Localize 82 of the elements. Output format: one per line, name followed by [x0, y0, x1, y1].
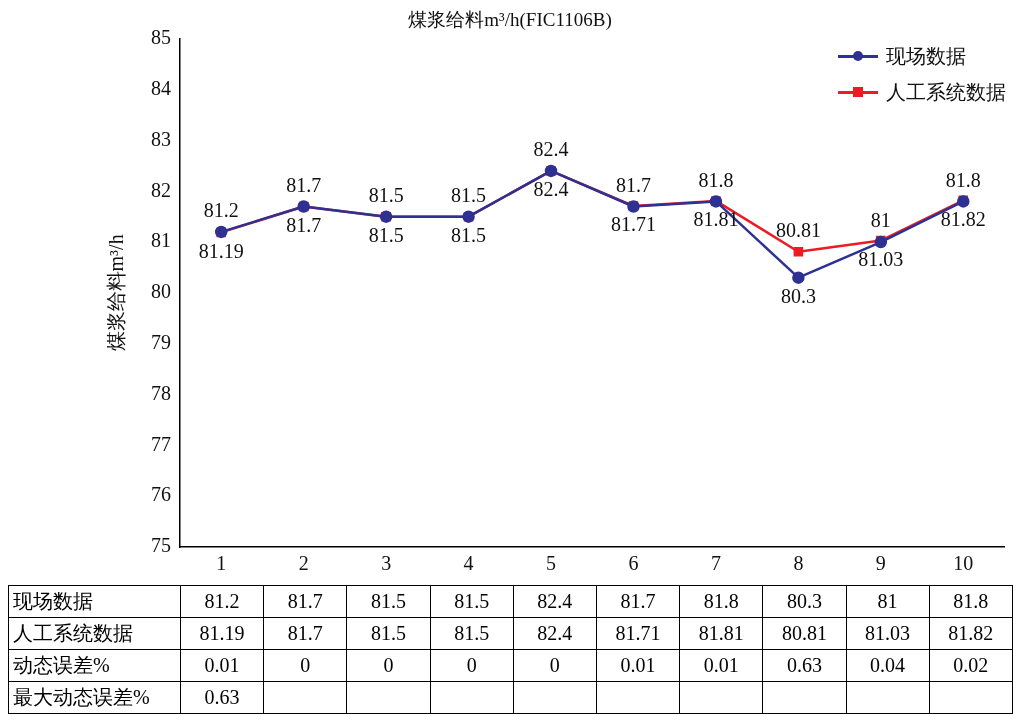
x-tick-label: 5 [546, 552, 557, 575]
text: 81.5 [346, 585, 431, 618]
data-label: 81.5 [368, 183, 404, 206]
chart-title: 煤浆给料m³/h(FIC1106B) [408, 9, 612, 32]
y-tick-label: 78 [151, 381, 171, 404]
data-label: 81.7 [615, 173, 651, 196]
text: 现场数据 [8, 585, 181, 618]
x-tick-label: 2 [298, 552, 309, 575]
point [792, 271, 805, 284]
data-label: 81.19 [198, 239, 244, 262]
y-tick-label: 77 [151, 432, 171, 455]
text: 81.5 [430, 617, 514, 650]
data-label: 81.7 [286, 173, 322, 196]
text: 0.01 [679, 649, 763, 682]
data-label: 81 [870, 209, 891, 232]
text: 81.19 [180, 617, 264, 650]
text: 81.7 [263, 585, 347, 618]
text: 0.02 [929, 649, 1013, 682]
x-tick-label: 7 [710, 552, 721, 575]
text: 80.81 [762, 617, 846, 650]
text: 最大动态误差% [8, 681, 181, 714]
y-tick-label: 79 [151, 330, 171, 353]
text: 0 [430, 649, 514, 682]
x-tick-label: 8 [793, 552, 804, 575]
text: 人工系统数据 [8, 617, 181, 650]
text: 0.01 [596, 649, 680, 682]
text: 0.63 [762, 649, 846, 682]
data-label: 80.3 [780, 284, 816, 307]
text: 81.5 [430, 585, 514, 618]
data-label: 81.81 [693, 208, 739, 231]
x-tick-label: 6 [628, 552, 639, 575]
text: 81.03 [846, 617, 930, 650]
legend-label: 现场数据 [886, 43, 966, 69]
data-label: 81.82 [940, 207, 986, 230]
text: 81.8 [929, 585, 1013, 618]
y-tick-label: 80 [151, 280, 171, 303]
text: 81.71 [596, 617, 680, 650]
x-tick-label: 9 [875, 552, 886, 575]
data-label: 81.03 [858, 247, 904, 270]
text: 81.82 [929, 617, 1013, 650]
data-label: 81.7 [286, 213, 322, 236]
text: 0 [346, 649, 431, 682]
y-tick-label: 82 [151, 178, 171, 201]
y-tick-label: 76 [151, 483, 171, 506]
text: 0.01 [180, 649, 264, 682]
legend-label: 人工系统数据 [886, 79, 1006, 105]
text: 81.2 [180, 585, 264, 618]
y-tick-label: 85 [151, 26, 171, 49]
data-label: 81.5 [368, 223, 404, 246]
x-tick-label: 1 [216, 552, 227, 575]
text: 0 [263, 649, 347, 682]
text: 82.4 [513, 585, 597, 618]
text: 81.5 [346, 617, 431, 650]
text: 82.4 [513, 617, 597, 650]
y-axis-title: 煤浆给料m³/h [105, 234, 128, 352]
text: 动态误差% [8, 649, 181, 682]
text: 81 [846, 585, 930, 618]
data-label: 81.71 [610, 213, 656, 236]
text: 81.7 [596, 585, 680, 618]
y-tick-label: 83 [151, 127, 171, 150]
text: 0.04 [846, 649, 930, 682]
text: 81.7 [263, 617, 347, 650]
x-tick-label: 3 [381, 552, 392, 575]
y-tick-label: 81 [151, 229, 171, 252]
data-label: 81.8 [945, 168, 981, 191]
data-label: 81.2 [203, 199, 239, 222]
data-label: 81.5 [451, 183, 487, 206]
text: 81.8 [679, 585, 763, 618]
x-tick-label: 4 [463, 552, 474, 575]
point [793, 246, 804, 257]
data-label: 81.8 [698, 168, 734, 191]
y-tick-label: 84 [151, 76, 171, 99]
text: 0 [513, 649, 597, 682]
text: 80.3 [762, 585, 846, 618]
text: 0.63 [180, 681, 264, 714]
x-tick-label: 10 [953, 552, 974, 575]
data-label: 82.4 [533, 178, 569, 201]
data-label: 82.4 [533, 138, 569, 161]
data-label: 80.81 [775, 218, 821, 241]
data-label: 81.5 [451, 223, 487, 246]
text: 81.81 [679, 617, 763, 650]
y-tick-label: 75 [151, 534, 171, 557]
